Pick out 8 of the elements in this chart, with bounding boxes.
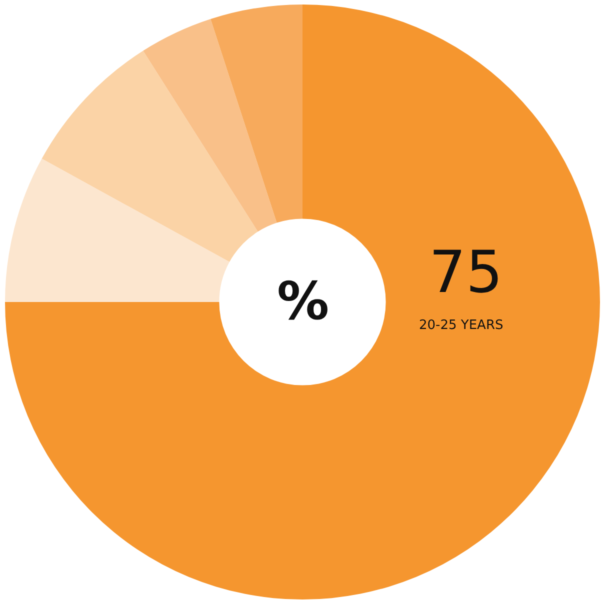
donut-slice: [143, 19, 277, 232]
donut-slice: [42, 50, 258, 262]
donut-slice: [5, 158, 230, 302]
donut-slice: [210, 4, 302, 223]
slice-label: 20-25 YEARS: [419, 318, 504, 333]
donut-slice: [5, 4, 600, 600]
data-label: 75: [429, 238, 503, 306]
text: %: [277, 272, 330, 332]
